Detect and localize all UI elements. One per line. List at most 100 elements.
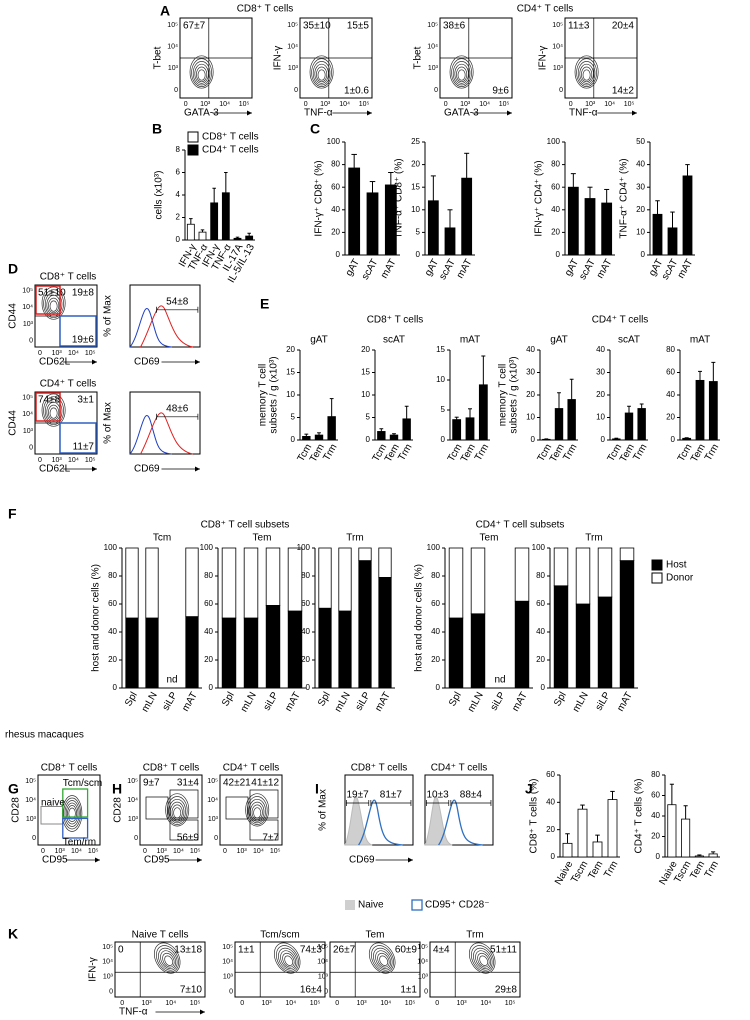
gate-value: 3±1 <box>77 395 94 406</box>
contour <box>191 58 212 87</box>
gate-value: 48±6 <box>166 403 189 414</box>
bar <box>607 799 618 858</box>
y-tick-label: 80 <box>431 571 440 580</box>
contour <box>43 396 64 426</box>
x-tick-label: 0 <box>41 848 45 855</box>
y-axis-label: CD8⁺ T cells (%) <box>529 779 540 854</box>
bar <box>318 607 332 689</box>
y-tick-label: 0 <box>306 683 311 692</box>
x-tick-label: mAT <box>676 257 696 280</box>
y-tick-label: 40 <box>666 390 675 399</box>
y-axis-label: CD44 <box>8 303 19 329</box>
bar <box>243 617 259 689</box>
gate-value: 19±7 <box>346 790 369 801</box>
y-tick-label: 15 <box>361 368 370 377</box>
annotation: nd <box>166 675 177 686</box>
gate-value: 51±10 <box>38 288 66 299</box>
bar <box>145 547 159 619</box>
x-tick-label: 10⁴ <box>604 101 615 108</box>
y-tick-label: 5 <box>441 405 446 414</box>
y-tick-label: 40 <box>331 205 340 214</box>
panel-header: CD8⁺ T cells <box>367 315 424 326</box>
x-tick-label: 10⁴ <box>380 1000 391 1007</box>
x-tick-label: Trm <box>321 442 339 463</box>
x-tick-label: siLP <box>594 690 613 713</box>
panel-header: CD8⁺ T cell subsets <box>201 520 290 531</box>
x-tick-label: 10³ <box>261 1000 272 1007</box>
gate-value: 60±9 <box>395 945 418 956</box>
y-tick-label: 10³ <box>23 428 34 435</box>
contour <box>41 286 66 320</box>
legend-label: CD8⁺ T cells <box>202 132 259 143</box>
y-tick-label: 10⁴ <box>317 959 328 966</box>
plot-title: Tem <box>366 930 385 941</box>
plot-frame <box>37 774 101 846</box>
y-tick-label: 10³ <box>428 65 439 72</box>
arrow-head <box>92 466 97 472</box>
x-tick-label: 10⁴ <box>253 848 264 855</box>
plot-title: CD8⁺ T cells <box>143 763 200 774</box>
contour <box>282 952 295 968</box>
gate-value: 15±5 <box>347 21 370 32</box>
bar <box>221 617 237 689</box>
bar <box>314 434 324 441</box>
x-tick-label: 0 <box>435 1000 439 1007</box>
gate-box <box>62 788 89 818</box>
chart-title: Trm <box>585 533 602 544</box>
y-tick-label: 60 <box>431 599 440 608</box>
legend-label: CD4⁺ T cells <box>202 145 259 156</box>
y-tick-label: 15 <box>411 182 420 191</box>
x-tick-label: Tem <box>586 859 605 881</box>
y-axis-label: subsets / g (x10³) <box>509 356 520 433</box>
y-tick-label: 2 <box>176 213 181 222</box>
gate-value: 41±12 <box>251 778 279 789</box>
gate-value: 11±7 <box>73 442 95 453</box>
x-tick-label: 0 <box>38 457 42 464</box>
contour <box>48 404 60 421</box>
contour <box>473 947 493 971</box>
y-tick-label: 100 <box>200 543 214 552</box>
bar <box>619 547 635 562</box>
y-tick-label: 60 <box>546 770 555 779</box>
gate-value: 10±3 <box>426 790 449 801</box>
arrow-head <box>632 110 637 116</box>
contour <box>170 801 185 822</box>
y-tick-label: 100 <box>327 137 341 146</box>
bar <box>358 547 372 562</box>
y-tick-label: 10³ <box>168 65 179 72</box>
y-tick-label: 0 <box>531 435 536 444</box>
x-tick-label: Spl <box>220 690 237 708</box>
contour <box>576 58 597 87</box>
y-tick-label: 80 <box>536 571 545 580</box>
bar <box>377 431 386 441</box>
y-tick-label: 10³ <box>26 816 37 823</box>
gate-value: 1±1 <box>400 985 417 996</box>
y-tick-label: 0 <box>324 988 328 995</box>
x-tick-label: 10⁴ <box>219 101 230 108</box>
x-tick-label: 0 <box>444 101 448 108</box>
bar <box>562 842 573 858</box>
contour <box>373 947 393 971</box>
y-tick-label: 100 <box>532 543 546 552</box>
bar <box>682 175 693 256</box>
bar <box>358 560 372 689</box>
bar <box>245 235 254 241</box>
y-tick-label: 20 <box>286 345 295 354</box>
y-axis-label: host and donor cells (%) <box>414 564 425 672</box>
y-tick-label: 10⁴ <box>207 797 218 804</box>
y-tick-label: 0 <box>214 835 218 842</box>
gate-value: 0 <box>118 945 124 956</box>
bar <box>612 438 621 441</box>
contour <box>276 945 299 973</box>
y-tick-label: 10⁵ <box>427 22 438 29</box>
bar <box>338 610 352 689</box>
bar <box>667 227 678 256</box>
contour <box>284 955 294 966</box>
y-tick-label: 10⁵ <box>207 778 218 785</box>
gate-label: Tcm/scm <box>63 778 102 789</box>
contour <box>317 69 326 81</box>
bar <box>265 605 281 689</box>
x-tick-label: 10⁴ <box>71 848 82 855</box>
gate-value: 67±7 <box>183 21 206 32</box>
y-tick-label: 10 <box>636 228 645 237</box>
